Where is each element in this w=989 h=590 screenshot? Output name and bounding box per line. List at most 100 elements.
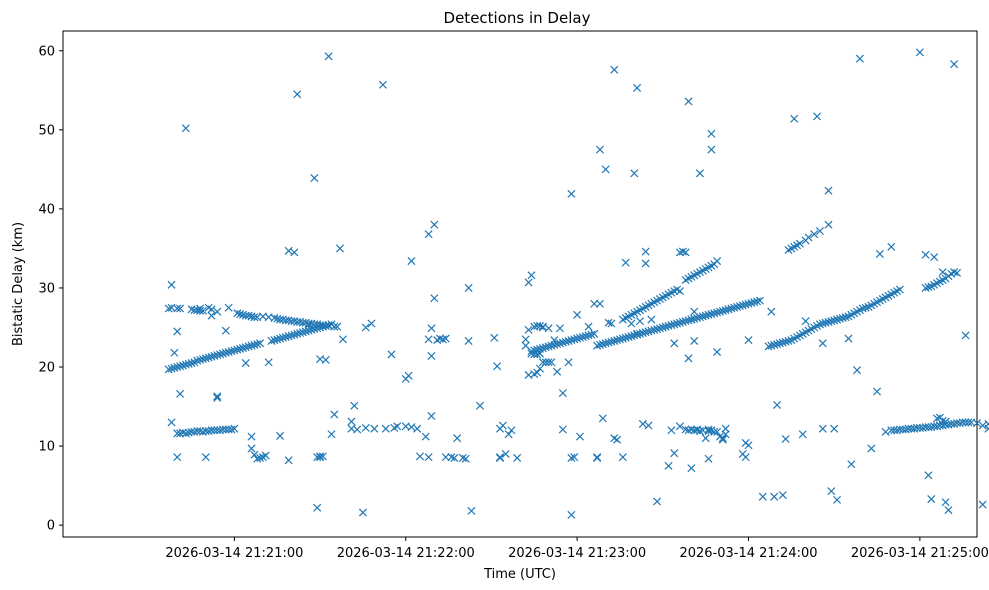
data-point (253, 454, 262, 463)
data-point (210, 351, 219, 360)
data-point (950, 268, 959, 277)
data-point (567, 189, 576, 198)
data-point (330, 322, 339, 331)
data-point (610, 336, 619, 345)
data-point (321, 355, 330, 364)
data-point (704, 454, 713, 463)
data-point (227, 347, 236, 356)
data-point (221, 326, 230, 335)
data-point (684, 316, 693, 325)
data-point (715, 307, 724, 316)
data-point (664, 321, 673, 330)
data-point (767, 341, 776, 350)
data-point (895, 425, 904, 434)
data-point (230, 424, 239, 433)
data-point (293, 329, 302, 338)
data-point (644, 421, 653, 430)
data-point (207, 305, 216, 314)
y-tick-label: 50 (38, 123, 55, 138)
data-point (427, 351, 436, 360)
data-point (164, 304, 173, 313)
data-point (213, 393, 222, 402)
data-point (221, 348, 230, 357)
y-tick-label: 60 (38, 44, 55, 59)
data-point (218, 425, 227, 434)
data-point (593, 453, 602, 462)
data-point (678, 317, 687, 326)
data-point (421, 432, 430, 441)
data-point (718, 434, 727, 443)
data-point (718, 435, 727, 444)
data-point (912, 423, 922, 432)
data-point (607, 319, 616, 328)
data-point (938, 268, 947, 277)
data-point (293, 90, 302, 99)
data-point (741, 300, 750, 309)
data-point (661, 322, 670, 331)
data-point (727, 304, 736, 313)
data-point (858, 304, 867, 313)
data-point (181, 124, 190, 133)
data-point (298, 328, 307, 337)
data-point (667, 426, 676, 435)
data-point (493, 362, 502, 371)
data-point (430, 220, 439, 229)
data-point (387, 350, 396, 359)
data-point (570, 453, 579, 462)
data-point (615, 335, 624, 344)
data-point (281, 332, 290, 341)
data-point (178, 361, 187, 370)
data-point (915, 48, 924, 57)
data-point (790, 114, 799, 123)
data-point (233, 309, 242, 318)
data-point (216, 350, 225, 359)
data-point (624, 332, 633, 341)
data-point (638, 419, 647, 428)
y-tick-label: 40 (38, 202, 55, 217)
data-point (247, 432, 256, 441)
data-point (541, 358, 550, 367)
data-point (704, 310, 713, 319)
data-point (830, 424, 839, 433)
data-point (775, 339, 784, 348)
data-point (904, 424, 913, 433)
data-point (824, 317, 833, 326)
data-point (724, 305, 733, 314)
data-point (604, 318, 613, 327)
data-point (324, 52, 333, 61)
data-point (495, 453, 505, 462)
data-point (438, 335, 447, 344)
data-point (581, 332, 590, 341)
data-point (204, 353, 213, 362)
data-point (744, 299, 753, 308)
data-point (598, 414, 607, 423)
data-point (453, 434, 462, 443)
data-point (538, 344, 547, 353)
data-point (424, 230, 433, 239)
data-point (181, 360, 190, 369)
data-point (441, 453, 450, 462)
data-point (647, 326, 656, 335)
data-point (607, 337, 616, 346)
data-point (176, 362, 185, 371)
data-point (253, 340, 262, 349)
data-point (678, 247, 687, 256)
data-point (818, 319, 827, 328)
data-point (347, 417, 356, 426)
data-point (653, 325, 662, 334)
data-point (287, 331, 296, 340)
data-point (635, 329, 644, 338)
data-point (290, 248, 299, 257)
data-point (984, 419, 989, 428)
data-point (950, 60, 959, 69)
data-point (458, 453, 467, 462)
data-point (256, 339, 265, 348)
data-point (693, 425, 702, 434)
data-point (213, 351, 222, 360)
data-point (450, 453, 459, 462)
data-point (855, 54, 864, 63)
data-point (815, 227, 824, 236)
data-point (964, 418, 973, 427)
data-point (675, 318, 684, 327)
data-markers (164, 48, 989, 519)
